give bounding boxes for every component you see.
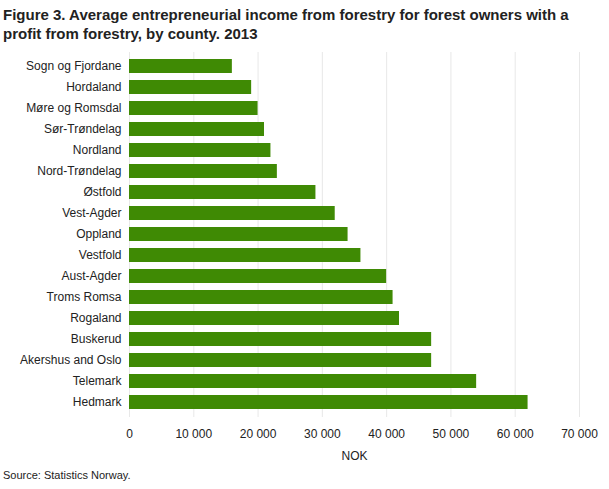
svg-text:Sør-Trøndelag: Sør-Trøndelag — [44, 122, 122, 136]
svg-text:60 000: 60 000 — [497, 427, 534, 441]
svg-text:50 000: 50 000 — [433, 427, 470, 441]
svg-text:Hordaland: Hordaland — [66, 80, 121, 94]
svg-text:0: 0 — [126, 427, 133, 441]
svg-text:70 000: 70 000 — [561, 427, 598, 441]
svg-text:Nordland: Nordland — [73, 143, 122, 157]
html-text:Source: Statistics Norway.: Source: Statistics Norway. — [3, 469, 131, 481]
svg-text:20 000: 20 000 — [240, 427, 277, 441]
svg-text:30 000: 30 000 — [304, 427, 341, 441]
svg-text:Østfold: Østfold — [83, 185, 121, 199]
svg-text:Møre og Romsdal: Møre og Romsdal — [26, 101, 121, 115]
svg-text:Vest-Agder: Vest-Agder — [62, 206, 121, 220]
svg-text:Vestfold: Vestfold — [79, 248, 122, 262]
svg-text:Hedmark: Hedmark — [73, 395, 123, 409]
svg-text:NOK: NOK — [341, 449, 367, 463]
html-text:Figure 3. Average entrepreneur: Figure 3. Average entrepreneurial income… — [3, 6, 569, 42]
svg-text:40 000: 40 000 — [368, 427, 405, 441]
svg-text:Aust-Agder: Aust-Agder — [61, 269, 121, 283]
svg-text:Nord-Trøndelag: Nord-Trøndelag — [37, 164, 121, 178]
svg-text:Troms Romsa: Troms Romsa — [47, 290, 122, 304]
svg-text:Oppland: Oppland — [76, 227, 121, 241]
svg-text:Buskerud: Buskerud — [71, 332, 122, 346]
svg-text:Sogn og Fjordane: Sogn og Fjordane — [26, 59, 122, 73]
svg-text:Akershus and Oslo: Akershus and Oslo — [20, 353, 122, 367]
svg-text:Rogaland: Rogaland — [70, 311, 121, 325]
svg-text:Telemark: Telemark — [73, 374, 123, 388]
svg-text:10 000: 10 000 — [175, 427, 212, 441]
